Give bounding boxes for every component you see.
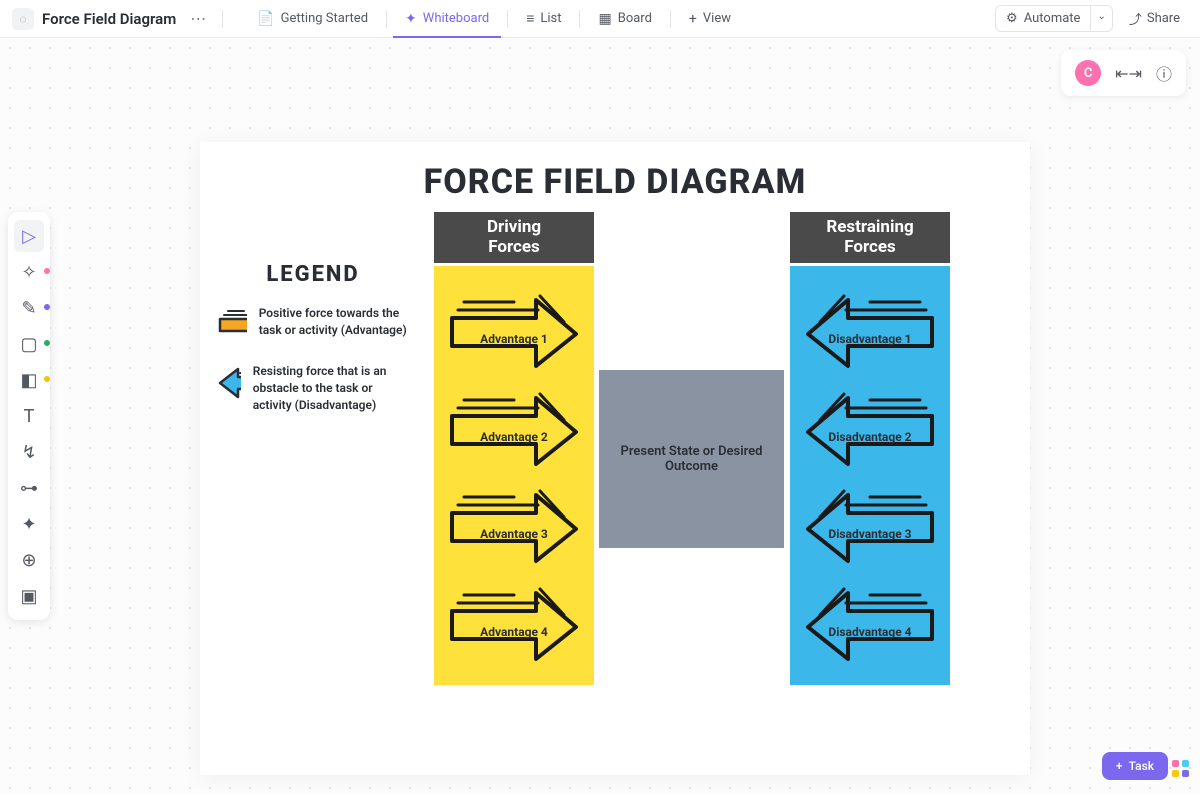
driving-arrow[interactable]: Advantage 2 bbox=[444, 384, 584, 470]
tool-select[interactable]: ▷ bbox=[14, 220, 44, 252]
apps-button[interactable] bbox=[1172, 760, 1190, 778]
new-task-button[interactable]: + Task bbox=[1102, 752, 1168, 780]
driving-arrow[interactable]: Advantage 4 bbox=[444, 579, 584, 665]
automate-label: Automate bbox=[1024, 11, 1081, 26]
restraining-label: Disadvantage 3 bbox=[828, 527, 911, 541]
restraining-arrow[interactable]: Disadvantage 3 bbox=[800, 481, 940, 567]
list-icon: ≡ bbox=[526, 10, 534, 27]
task-label: Task bbox=[1129, 759, 1154, 773]
tool-text[interactable]: T bbox=[14, 400, 44, 432]
tool-connector[interactable]: ↯ bbox=[14, 436, 44, 468]
driving-header: DrivingForces bbox=[434, 212, 594, 263]
divider bbox=[579, 10, 580, 28]
driving-label: Advantage 3 bbox=[480, 527, 548, 541]
driving-label: Advantage 4 bbox=[480, 625, 548, 639]
doc-icon: ◌ bbox=[12, 8, 34, 30]
restraining-header: RestrainingForces bbox=[790, 212, 950, 263]
tab-label: List bbox=[540, 11, 561, 26]
help-icon[interactable]: ⓘ bbox=[1156, 61, 1172, 85]
share-button[interactable]: ⤴ Share bbox=[1121, 4, 1188, 33]
legend-positive-text: Positive force towards the task or activ… bbox=[259, 305, 408, 345]
divider bbox=[222, 10, 223, 28]
driving-column: DrivingForces Advantage 1 Advantage 2 Adva… bbox=[434, 212, 594, 685]
diagram-title: FORCE FIELD DIAGRAM bbox=[200, 142, 1030, 202]
tab-label: Getting Started bbox=[281, 11, 368, 26]
whiteboard-icon: ✦ bbox=[405, 11, 417, 27]
more-menu-icon[interactable]: ⋯ bbox=[188, 9, 208, 28]
tool-ai[interactable]: ✧ bbox=[14, 256, 44, 288]
share-label: Share bbox=[1147, 11, 1180, 26]
tool-palette: ▷ ✧ ✎ ▢ ◧ T ↯ ⊶ ✦ ⊕ ▣ bbox=[8, 212, 50, 620]
automate-dropdown[interactable]: ⌄ bbox=[1091, 5, 1112, 32]
canvas-controls: C ⇤⇥ ⓘ bbox=[1061, 50, 1186, 96]
user-avatar[interactable]: C bbox=[1075, 60, 1101, 86]
restraining-arrow[interactable]: Disadvantage 2 bbox=[800, 384, 940, 470]
automate-icon: ⚙ bbox=[1006, 11, 1018, 26]
top-bar: ◌ Force Field Diagram ⋯ 📄 Getting Starte… bbox=[0, 0, 1200, 38]
divider bbox=[670, 10, 671, 28]
driving-arrow[interactable]: Advantage 3 bbox=[444, 481, 584, 567]
tab-label: Board bbox=[618, 11, 652, 26]
tab-board[interactable]: ▦ Board bbox=[586, 0, 663, 37]
tab-add-view[interactable]: + View bbox=[677, 0, 743, 37]
tool-web[interactable]: ⊕ bbox=[14, 544, 44, 576]
doc-title: Force Field Diagram bbox=[42, 10, 176, 28]
tool-image[interactable]: ▣ bbox=[14, 580, 44, 612]
driving-label: Advantage 2 bbox=[480, 430, 548, 444]
tab-list[interactable]: ≡ List bbox=[514, 0, 573, 37]
tab-getting-started[interactable]: 📄 Getting Started bbox=[245, 0, 380, 37]
plus-icon: + bbox=[689, 11, 697, 27]
tool-generate[interactable]: ✦ bbox=[14, 508, 44, 540]
restraining-label: Disadvantage 2 bbox=[828, 430, 911, 444]
tool-mindmap[interactable]: ⊶ bbox=[14, 472, 44, 504]
tool-shape[interactable]: ▢ bbox=[14, 328, 44, 360]
plus-icon: + bbox=[1116, 759, 1123, 773]
restraining-label: Disadvantage 4 bbox=[828, 625, 911, 639]
tab-whiteboard[interactable]: ✦ Whiteboard bbox=[393, 0, 501, 37]
canvas[interactable]: C ⇤⇥ ⓘ ▷ ✧ ✎ ▢ ◧ T ↯ ⊶ ✦ ⊕ ▣ FORCE FIELD DIAGRAM L… bbox=[0, 38, 1200, 794]
automate-button[interactable]: ⚙ Automate bbox=[995, 5, 1091, 32]
driving-arrow[interactable]: Advantage 1 bbox=[444, 286, 584, 372]
center-state-box: Present State or Desired Outcome bbox=[599, 370, 784, 548]
tool-sticky[interactable]: ◧ bbox=[14, 364, 44, 396]
tab-label: View bbox=[703, 11, 731, 26]
restraining-column: RestrainingForces Disadvantage 1 Disadvan… bbox=[790, 212, 950, 685]
tab-label: Whiteboard bbox=[423, 11, 489, 26]
restraining-arrow[interactable]: Disadvantage 4 bbox=[800, 579, 940, 665]
whiteboard-frame[interactable]: FORCE FIELD DIAGRAM LEGEND Positive forc… bbox=[200, 142, 1030, 775]
driving-label: Advantage 1 bbox=[480, 332, 548, 346]
restraining-label: Disadvantage 1 bbox=[828, 332, 911, 346]
legend-title: LEGEND bbox=[218, 262, 408, 287]
view-tabs: 📄 Getting Started ✦ Whiteboard ≡ List ▦ … bbox=[245, 0, 743, 37]
divider bbox=[507, 10, 508, 28]
board-icon: ▦ bbox=[598, 11, 611, 27]
share-icon: ⤴ bbox=[1129, 9, 1142, 28]
divider bbox=[386, 10, 387, 28]
fit-icon[interactable]: ⇤⇥ bbox=[1115, 64, 1142, 83]
legend: LEGEND Positive force towards the task o… bbox=[218, 262, 408, 431]
negative-arrow-icon bbox=[218, 363, 241, 403]
positive-arrow-icon bbox=[218, 305, 247, 345]
legend-negative-text: Resisting force that is an obstacle to t… bbox=[253, 363, 408, 413]
doc-icon: 📄 bbox=[257, 11, 274, 27]
tool-pen[interactable]: ✎ bbox=[14, 292, 44, 324]
restraining-arrow[interactable]: Disadvantage 1 bbox=[800, 286, 940, 372]
